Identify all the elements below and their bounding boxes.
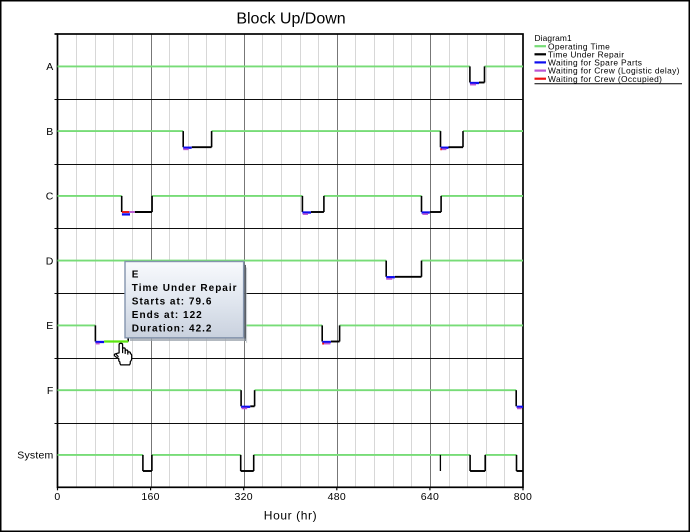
svg-text:Diagram1: Diagram1 bbox=[535, 33, 572, 43]
svg-text:Waiting for Spare Parts: Waiting for Spare Parts bbox=[548, 58, 642, 68]
svg-text:System: System bbox=[17, 450, 53, 462]
svg-text:640: 640 bbox=[421, 491, 439, 503]
svg-text:Waiting for Crew (Logistic del: Waiting for Crew (Logistic delay) bbox=[548, 66, 680, 76]
svg-text:Time Under Repair: Time Under Repair bbox=[132, 283, 238, 294]
svg-text:160: 160 bbox=[141, 491, 159, 503]
svg-text:E: E bbox=[132, 269, 140, 280]
svg-text:800: 800 bbox=[514, 491, 532, 503]
svg-text:Block Up/Down: Block Up/Down bbox=[236, 11, 345, 28]
svg-text:0: 0 bbox=[54, 491, 60, 503]
svg-text:Hour (hr): Hour (hr) bbox=[264, 508, 317, 522]
svg-text:F: F bbox=[47, 385, 54, 397]
svg-text:320: 320 bbox=[234, 491, 252, 503]
svg-text:Time Under Repair: Time Under Repair bbox=[548, 49, 624, 59]
svg-text:Ends at: 122: Ends at: 122 bbox=[132, 310, 203, 321]
svg-text:Operating Time: Operating Time bbox=[548, 41, 610, 51]
svg-text:480: 480 bbox=[328, 491, 346, 503]
svg-text:B: B bbox=[46, 126, 53, 138]
svg-text:Starts at: 79.6: Starts at: 79.6 bbox=[132, 297, 213, 308]
svg-text:Duration: 42.2: Duration: 42.2 bbox=[132, 324, 213, 335]
svg-text:D: D bbox=[46, 255, 54, 267]
svg-text:E: E bbox=[46, 320, 53, 332]
svg-text:Waiting for Crew (Occupied): Waiting for Crew (Occupied) bbox=[548, 74, 662, 84]
svg-text:C: C bbox=[46, 191, 54, 203]
svg-text:A: A bbox=[46, 61, 53, 73]
